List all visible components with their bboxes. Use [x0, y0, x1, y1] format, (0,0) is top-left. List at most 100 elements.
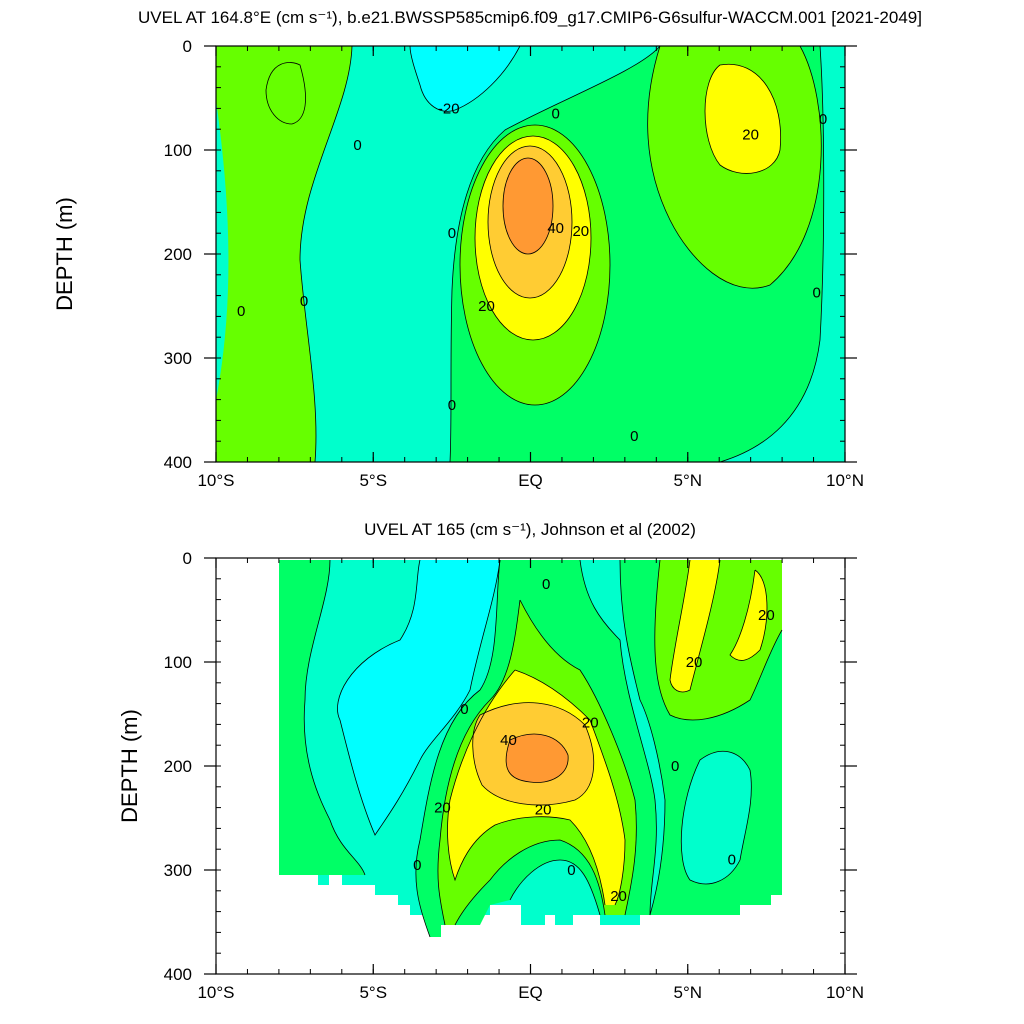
contour-label: 0 [551, 106, 559, 123]
contour-line [409, 46, 521, 112]
contour-fill [279, 559, 783, 938]
field-region [216, 46, 352, 462]
contour-label: 0 [813, 284, 821, 301]
contour-line [472, 702, 595, 806]
x-tick-label: 5°S [359, 983, 387, 1002]
field-region [506, 734, 569, 783]
field-region [216, 100, 229, 400]
x-tick-label: 5°S [359, 471, 387, 490]
contour-line [729, 569, 768, 661]
contour-line [449, 46, 661, 462]
contour-line [502, 157, 554, 255]
contour-label: 40 [547, 220, 564, 237]
contour-line [265, 62, 306, 125]
y-tick-label: 200 [164, 757, 192, 776]
contour-label: 0 [413, 857, 421, 874]
panel-title: UVEL AT 164.8°E (cm s⁻¹), b.e21.BWSSP585… [138, 8, 922, 27]
x-tick-label: 5°N [673, 471, 702, 490]
x-tick-label: 5°N [673, 983, 702, 1002]
contour-labels: -20 0 0 20 0 0 40 20 20 0 0 0 0 0 [237, 100, 827, 445]
y-tick-label: 0 [183, 549, 192, 568]
y-tick-label: 300 [164, 861, 192, 880]
contour-line [680, 751, 752, 885]
field-region [410, 46, 520, 112]
contour-label: 0 [728, 852, 736, 869]
contour-line [519, 599, 637, 916]
contour-line [337, 559, 501, 836]
contour-label: -20 [438, 100, 460, 117]
contour-label: 0 [448, 397, 456, 414]
contour-label: 0 [542, 576, 550, 593]
contour-line [303, 559, 366, 876]
y-tick-label: 100 [164, 653, 192, 672]
contour-label: 20 [572, 223, 589, 240]
y-tick-label: 0 [183, 37, 192, 56]
contour-label: 0 [237, 303, 245, 320]
contour-line [437, 599, 521, 926]
field-region [681, 751, 752, 884]
x-tick-label: 10°N [826, 471, 864, 490]
contour-line [299, 46, 353, 462]
x-tick-label: EQ [518, 983, 543, 1002]
y-tick-label: 100 [164, 141, 192, 160]
contour-label: 20 [434, 800, 451, 817]
contour-line [459, 124, 611, 406]
contour-label: 20 [582, 714, 599, 731]
contour-line [474, 135, 592, 341]
y-tick-label: 300 [164, 349, 192, 368]
contour-line [509, 859, 601, 916]
contour-label: 0 [460, 701, 468, 718]
contour-line [719, 46, 825, 462]
contour-line [454, 839, 606, 926]
x-tick-label: 10°S [197, 471, 234, 490]
contour-label: 0 [630, 428, 638, 445]
contour-label: 0 [671, 758, 679, 775]
field-region [266, 62, 306, 124]
y-tick-label: 400 [164, 965, 192, 984]
y-tick-label: 200 [164, 245, 192, 264]
contour-label: 40 [500, 732, 517, 749]
contour-line [505, 733, 569, 783]
contour-label: 20 [535, 802, 552, 819]
field-region [730, 570, 767, 661]
contour-line [654, 559, 783, 721]
contour-label: 0 [300, 293, 308, 310]
field-region [300, 46, 660, 462]
field-region [705, 64, 781, 174]
contour-label: 0 [448, 225, 456, 242]
x-tick-label: 10°N [826, 983, 864, 1002]
contour-label: 0 [567, 862, 575, 879]
contour-line [704, 63, 782, 174]
field-region [279, 560, 365, 875]
contour-fill [216, 46, 845, 462]
panel-top: UVEL AT 164.8°E (cm s⁻¹), b.e21.BWSSP585… [52, 8, 922, 490]
contour-line [579, 559, 657, 916]
contour-labels: 0 20 20 0 20 40 0 20 20 0 0 0 20 [413, 576, 775, 905]
contour-label: 20 [742, 126, 759, 143]
x-tick-label: 10°S [197, 983, 234, 1002]
contour-label: 0 [353, 137, 361, 154]
field-region [670, 560, 720, 692]
contour-line [487, 145, 573, 299]
x-tick-label: EQ [518, 471, 543, 490]
y-axis-title: DEPTH (m) [117, 709, 142, 823]
contour-label: 0 [819, 111, 827, 128]
field-region [640, 46, 845, 462]
contour-line [619, 559, 666, 916]
y-tick-label: 400 [164, 453, 192, 472]
contour-line [669, 559, 721, 693]
field-region [337, 560, 500, 835]
contour-label: 20 [686, 654, 703, 671]
panel-bottom: UVEL AT 165 (cm s⁻¹), Johnson et al (200… [117, 520, 864, 1002]
contour-label: 20 [758, 607, 775, 624]
contour-line [415, 559, 501, 938]
y-axis-title: DEPTH (m) [52, 197, 77, 311]
field-region [503, 158, 553, 254]
contour-label: 20 [478, 298, 495, 315]
contour-line [447, 669, 626, 906]
contour-label: 20 [610, 888, 627, 905]
contour-line [647, 46, 822, 289]
